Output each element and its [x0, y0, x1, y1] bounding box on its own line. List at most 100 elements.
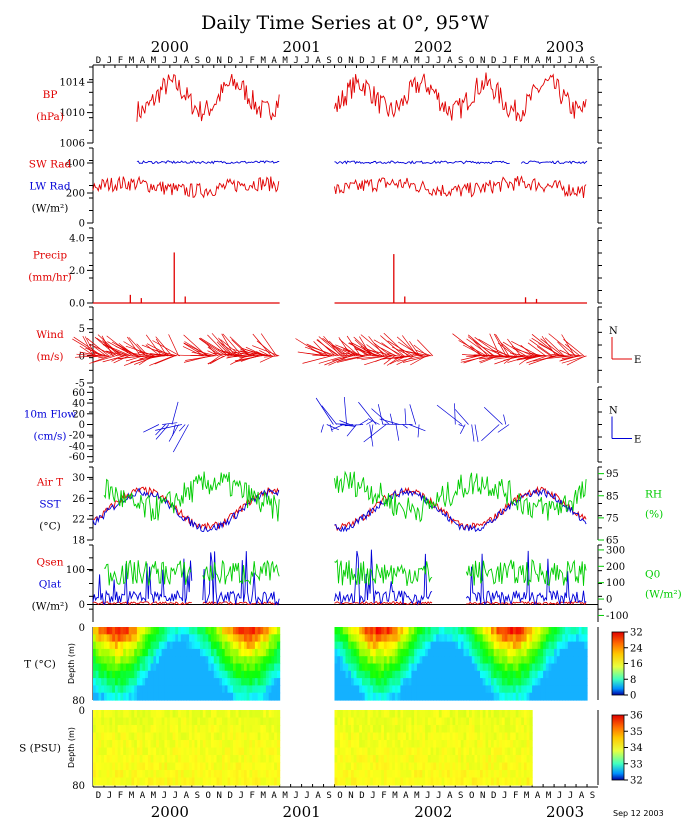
heat-cell	[501, 656, 506, 665]
heat-cell	[436, 725, 440, 734]
heat-cell	[386, 641, 390, 650]
heat-cell	[362, 710, 366, 719]
heat-cell	[444, 740, 448, 749]
heat-cell	[444, 641, 448, 650]
heat-cell	[416, 692, 421, 701]
colorbar	[611, 714, 625, 781]
heat-cell	[504, 777, 508, 786]
heat-cell	[252, 770, 256, 779]
heat-cell	[482, 634, 486, 643]
heat-cell	[389, 627, 393, 635]
heat-cell	[224, 648, 228, 657]
heat-cell	[397, 641, 401, 650]
heat-cell	[493, 740, 497, 749]
vector-stick	[436, 404, 463, 425]
heat-cell	[383, 663, 388, 672]
heat-cell	[191, 740, 196, 749]
heat-cell	[510, 717, 514, 726]
heat-cell	[556, 627, 561, 635]
heat-cell	[219, 717, 223, 726]
heat-cell	[348, 755, 352, 764]
heat-cell	[512, 725, 517, 734]
heat-cell	[375, 648, 379, 657]
vector-stick	[370, 424, 374, 438]
heat-cell	[337, 747, 341, 756]
heat-cell	[337, 710, 341, 719]
heat-cell	[241, 641, 245, 650]
heat-cell	[180, 627, 185, 635]
heat-cell	[438, 740, 443, 749]
heat-cell	[485, 710, 489, 719]
heat-cell	[455, 685, 459, 694]
heat-cell	[430, 627, 434, 635]
heat-cell	[408, 634, 412, 643]
heat-cell	[263, 747, 267, 756]
heat-cell	[359, 634, 363, 643]
vector-stick	[97, 334, 121, 357]
heat-cell	[370, 685, 374, 694]
heat-cell	[441, 648, 445, 657]
heat-cell	[167, 663, 171, 672]
heat-cell	[156, 770, 160, 779]
heat-cell	[175, 740, 179, 749]
month-label: J	[238, 56, 243, 66]
vector-stick	[145, 334, 162, 357]
heat-cell	[186, 777, 190, 786]
heat-cell	[403, 656, 407, 665]
heat-cell	[356, 747, 360, 756]
heat-cell	[235, 717, 239, 726]
heat-cell	[216, 663, 220, 672]
heat-cell	[578, 685, 583, 694]
heat-cell	[383, 685, 388, 694]
heat-cell	[200, 740, 204, 749]
heat-cell	[416, 685, 421, 694]
heat-cell	[249, 648, 253, 657]
vector-stick	[497, 424, 510, 433]
heat-cell	[139, 678, 143, 686]
heat-cell	[254, 692, 259, 701]
heat-cell	[447, 732, 451, 741]
heat-cell	[169, 725, 174, 734]
heat-cell	[112, 747, 116, 756]
heat-cell	[359, 678, 363, 686]
heat-cell	[518, 634, 522, 643]
heat-cell	[334, 762, 338, 771]
heat-cell	[469, 692, 473, 701]
heat-cell	[104, 710, 108, 719]
heat-cell	[534, 648, 539, 657]
heat-cell	[447, 762, 451, 771]
heat-cell	[576, 641, 580, 650]
heat-cell	[191, 663, 196, 672]
heat-cell	[136, 656, 141, 665]
heat-cell	[501, 725, 506, 734]
heat-cell	[238, 740, 242, 749]
heat-cell	[485, 747, 489, 756]
y-tick-label: 0	[79, 219, 85, 230]
heat-cell	[584, 670, 588, 679]
heat-cell	[172, 685, 176, 694]
heat-cell	[419, 755, 423, 764]
heat-cell	[147, 747, 152, 756]
heat-cell	[507, 732, 511, 741]
heat-cell	[131, 685, 135, 694]
y-axis-label: (W/m²)	[32, 203, 69, 215]
heat-cell	[433, 717, 437, 726]
heat-cell	[260, 685, 264, 694]
heat-cell	[554, 678, 558, 686]
heat-cell	[219, 678, 223, 686]
heat-cell	[156, 634, 160, 643]
heat-cell	[559, 692, 563, 701]
y2-axis-label: Q0	[645, 569, 660, 581]
heat-cell	[153, 663, 157, 672]
year-label: 2001	[282, 803, 320, 821]
heat-cell	[246, 717, 250, 726]
heat-cell	[222, 717, 226, 726]
heat-cell	[131, 634, 135, 643]
heat-cell	[351, 627, 355, 635]
heat-cell	[548, 627, 552, 635]
heat-cell	[526, 755, 530, 764]
heat-cell	[131, 770, 135, 779]
heat-cell	[128, 627, 132, 635]
heat-cell	[337, 755, 341, 764]
